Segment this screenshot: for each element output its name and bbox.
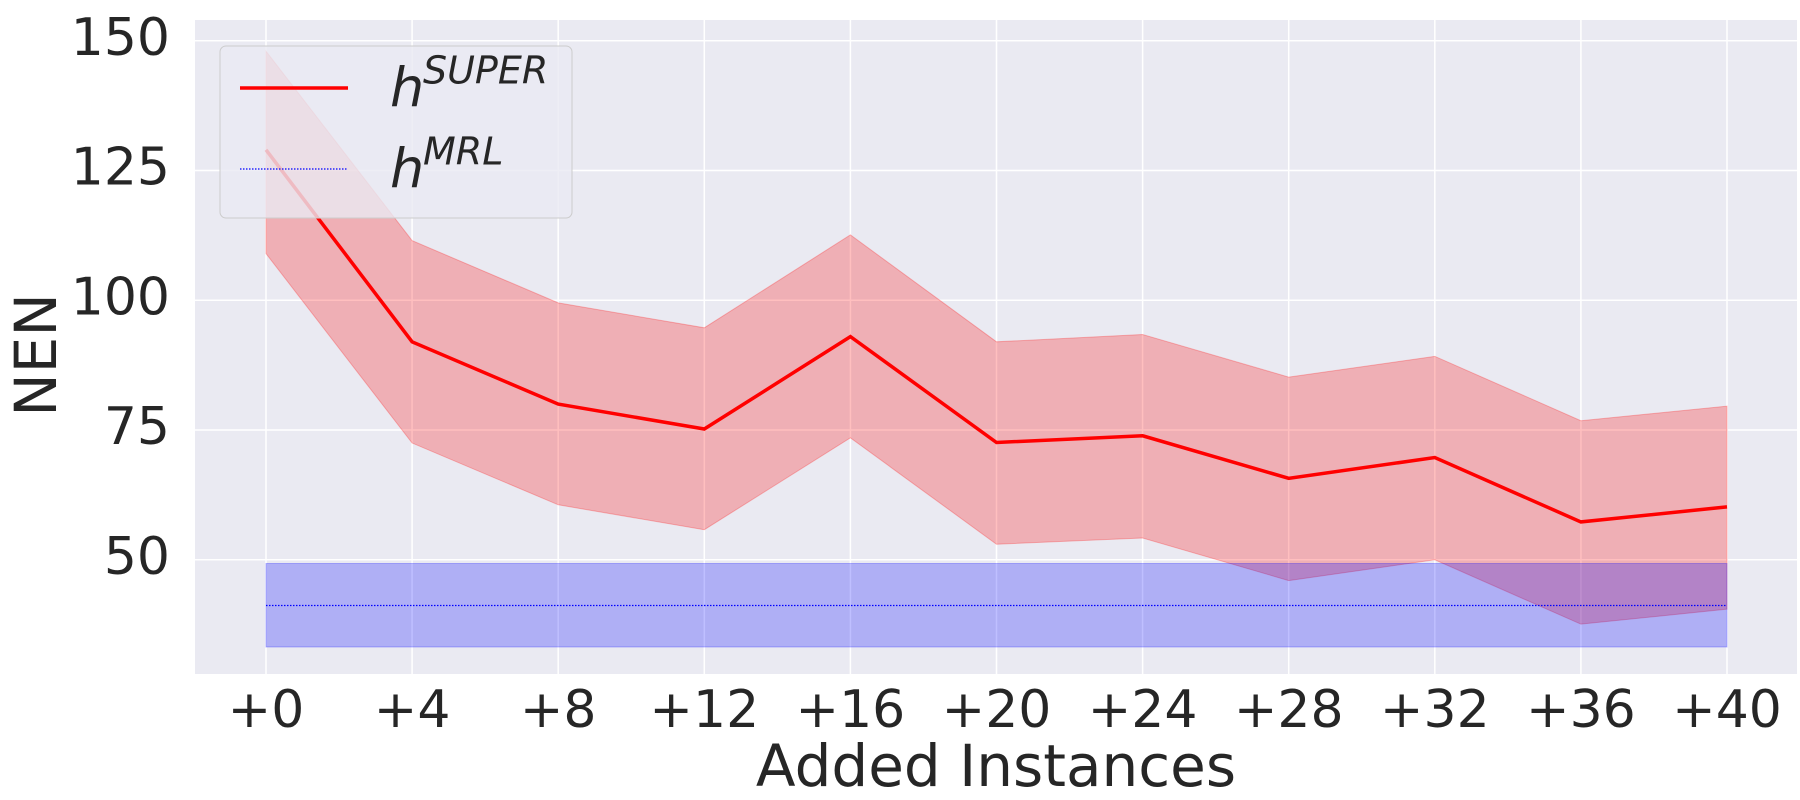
x-tick-label: +36 bbox=[1526, 680, 1636, 740]
x-tick-label: +4 bbox=[374, 680, 451, 740]
x-tick-label: +16 bbox=[796, 680, 906, 740]
x-axis-label: Added Instances bbox=[756, 732, 1236, 800]
x-tick-label: +40 bbox=[1672, 680, 1782, 740]
y-tick-label: 50 bbox=[104, 527, 170, 587]
legend-label-superscript: MRL bbox=[423, 130, 503, 174]
error-band bbox=[265, 49, 1728, 625]
x-tick-label: +32 bbox=[1380, 680, 1490, 740]
x-tick-label: +28 bbox=[1234, 680, 1344, 740]
x-tick-label: +0 bbox=[228, 680, 305, 740]
y-axis-label: NEN bbox=[2, 293, 70, 416]
x-tick-label: +8 bbox=[520, 680, 597, 740]
series-line bbox=[264, 148, 1728, 524]
legend-label-superscript: SUPER bbox=[423, 49, 548, 93]
y-tick-label: 75 bbox=[104, 397, 170, 457]
y-tick-label: 150 bbox=[71, 8, 170, 68]
x-tick-label: +12 bbox=[649, 680, 759, 740]
y-tick-label: 125 bbox=[71, 138, 170, 198]
legend-label: h bbox=[390, 138, 424, 201]
legend-label: h bbox=[390, 57, 424, 120]
y-tick-label: 100 bbox=[71, 267, 170, 327]
x-tick-label: +20 bbox=[942, 680, 1052, 740]
x-tick-label: +24 bbox=[1088, 680, 1198, 740]
